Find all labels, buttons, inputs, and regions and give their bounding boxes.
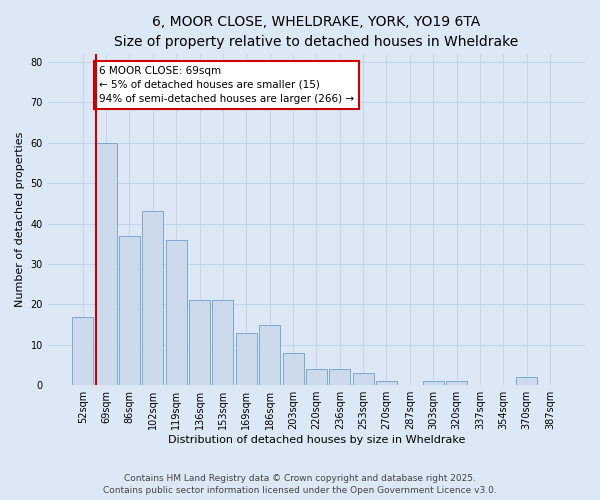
Bar [142, 212, 163, 385]
Bar [212, 300, 233, 385]
Bar [376, 381, 397, 385]
Bar [72, 316, 93, 385]
Y-axis label: Number of detached properties: Number of detached properties [15, 132, 25, 307]
Bar [516, 377, 537, 385]
Text: Contains HM Land Registry data © Crown copyright and database right 2025.
Contai: Contains HM Land Registry data © Crown c… [103, 474, 497, 495]
Bar [306, 369, 327, 385]
Text: 6 MOOR CLOSE: 69sqm
← 5% of detached houses are smaller (15)
94% of semi-detache: 6 MOOR CLOSE: 69sqm ← 5% of detached hou… [99, 66, 354, 104]
Bar [423, 381, 444, 385]
X-axis label: Distribution of detached houses by size in Wheldrake: Distribution of detached houses by size … [168, 435, 465, 445]
Bar [189, 300, 210, 385]
Title: 6, MOOR CLOSE, WHELDRAKE, YORK, YO19 6TA
Size of property relative to detached h: 6, MOOR CLOSE, WHELDRAKE, YORK, YO19 6TA… [114, 15, 518, 48]
Bar [259, 324, 280, 385]
Bar [236, 332, 257, 385]
Bar [353, 373, 374, 385]
Bar [446, 381, 467, 385]
Bar [283, 353, 304, 385]
Bar [119, 236, 140, 385]
Bar [95, 142, 116, 385]
Bar [329, 369, 350, 385]
Bar [166, 240, 187, 385]
